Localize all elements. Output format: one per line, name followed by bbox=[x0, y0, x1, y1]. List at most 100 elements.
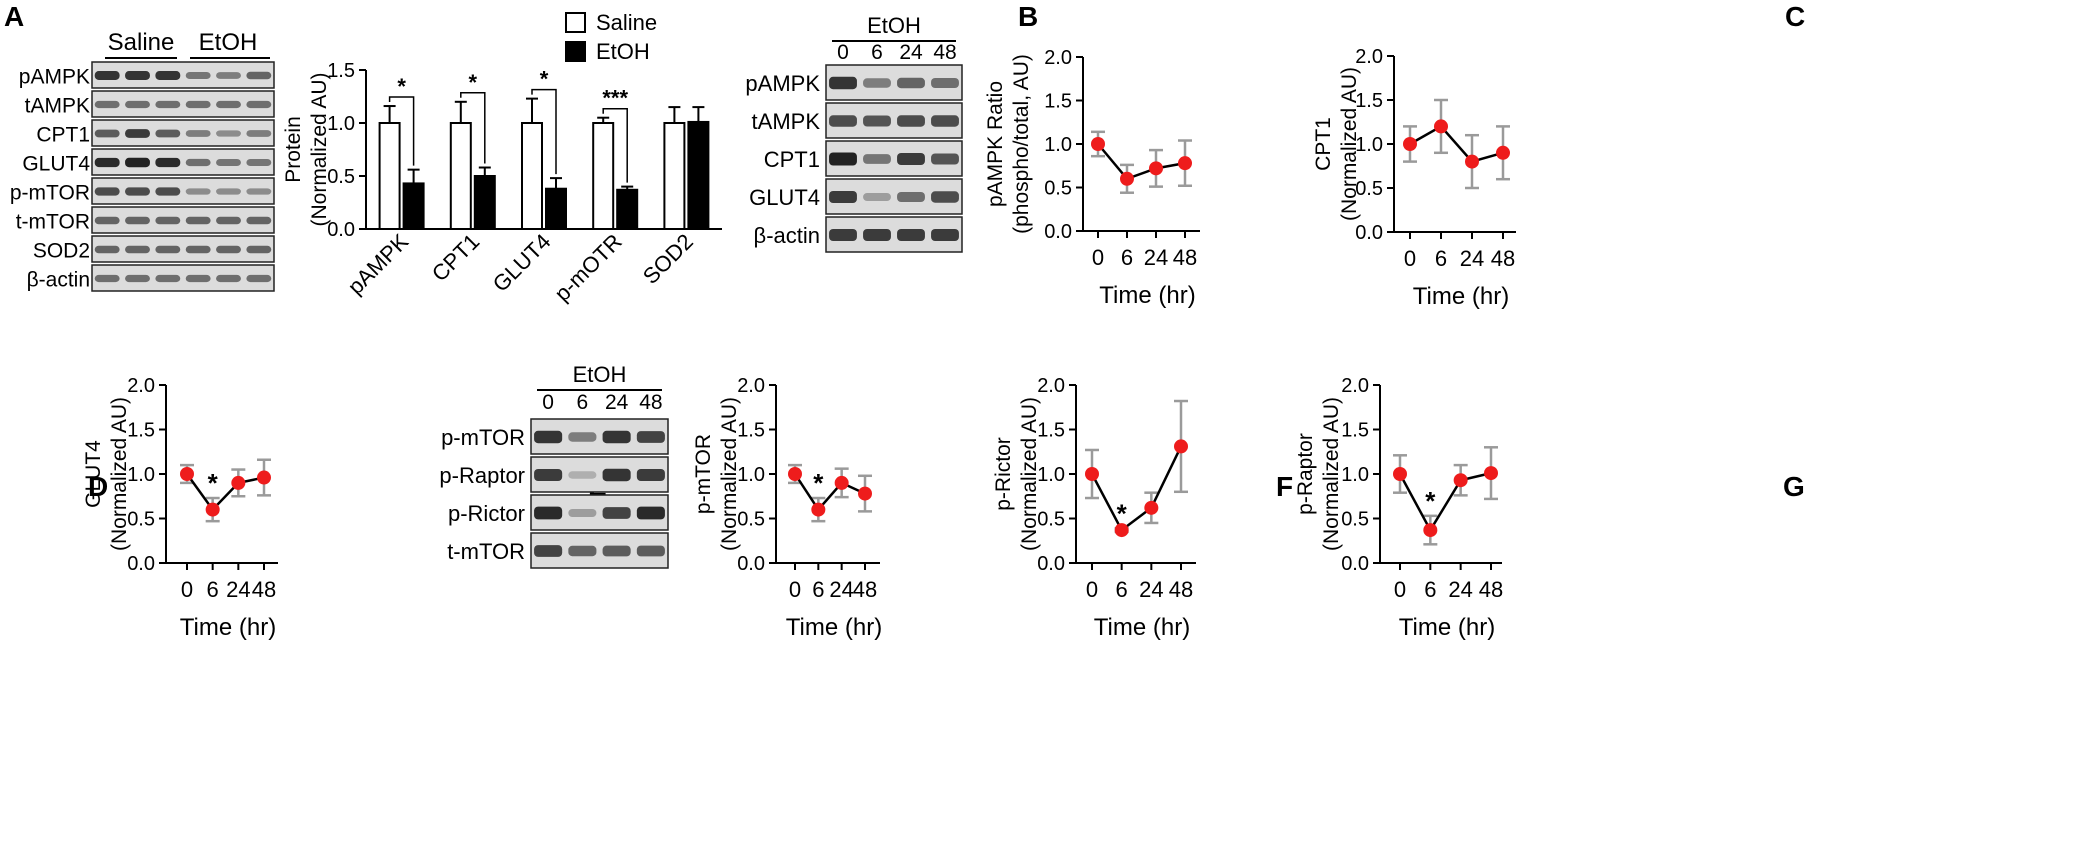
data-point bbox=[811, 502, 826, 517]
blot-band bbox=[636, 506, 665, 520]
data-point bbox=[1120, 171, 1134, 186]
y-axis-label: GLUT4 (Normalized AU) bbox=[82, 397, 131, 551]
western-blot-a: Saline EtOH pAMPK tAMPK CPT1 GLUT4 p-mTOR t-mTO… bbox=[10, 29, 275, 292]
blot-band bbox=[94, 216, 120, 225]
y-tick-label: 1.5 bbox=[1341, 420, 1369, 442]
blot-band bbox=[246, 158, 272, 167]
line-chart-f: 0.0 0.5 1.0 1.5 2.0 0 6 24 48 Time (hr) p-Rictor (N… bbox=[992, 375, 1196, 641]
significance-bracket bbox=[460, 92, 486, 164]
x-tick-label: 24 bbox=[1139, 577, 1163, 602]
blot-band bbox=[246, 71, 272, 80]
y-tick-label: 1.0 bbox=[1355, 134, 1383, 156]
y-tick-label: 0.5 bbox=[327, 166, 355, 188]
blot-band bbox=[125, 274, 150, 283]
blot-band bbox=[534, 430, 563, 444]
x-tick-label: 6 bbox=[812, 577, 824, 602]
line-chart-d: 0.0 0.5 1.0 1.5 2.0 0 6 24 48 Time (hr) GLUT4 (Norm… bbox=[82, 375, 278, 641]
y-tick-label: 2.0 bbox=[1341, 375, 1369, 397]
significance-marker: * bbox=[1117, 498, 1128, 528]
blot-row-label: p-Rictor bbox=[448, 501, 525, 526]
y-axis-label: p-Raptor (Normalized AU) bbox=[1294, 397, 1343, 551]
blot-row-label: SOD2 bbox=[33, 240, 90, 263]
y-tick-label: 0.0 bbox=[1355, 222, 1383, 244]
blot-band bbox=[931, 228, 959, 242]
data-point bbox=[1085, 467, 1099, 481]
y-axis-label-line: (Normalized AU) bbox=[1338, 67, 1361, 221]
blot-band bbox=[602, 468, 631, 482]
y-tick-label: 1.5 bbox=[127, 420, 155, 442]
data-point bbox=[1496, 145, 1510, 160]
blot-band bbox=[568, 471, 597, 479]
y-tick-label: 1.0 bbox=[1037, 464, 1065, 486]
x-tick-label: 48 bbox=[1169, 577, 1193, 602]
blot-lane-label: 24 bbox=[605, 391, 629, 414]
data-point bbox=[1403, 137, 1417, 151]
blot-band bbox=[602, 545, 631, 557]
blot-band bbox=[534, 545, 563, 557]
blot-band bbox=[94, 71, 120, 80]
data-point bbox=[231, 475, 246, 490]
bar-saline bbox=[592, 122, 615, 230]
y-axis-label-line: (Normalized AU) bbox=[108, 397, 131, 551]
x-tick-label: 48 bbox=[1479, 577, 1503, 602]
blot-row-label: p-mTOR bbox=[10, 182, 90, 205]
y-axis-label-line: (Normalized AU) bbox=[1320, 397, 1343, 551]
significance-marker: * bbox=[208, 468, 219, 498]
y-tick-label: 2.0 bbox=[1037, 375, 1065, 397]
y-tick-label: 1.5 bbox=[737, 420, 765, 442]
data-point bbox=[1434, 119, 1448, 134]
blot-band bbox=[246, 188, 272, 195]
x-axis-label: Time (hr) bbox=[1399, 614, 1495, 641]
blot-band bbox=[829, 152, 857, 166]
blot-strip bbox=[91, 148, 275, 176]
blot-band bbox=[185, 100, 211, 109]
blot-row-label: β-actin bbox=[27, 269, 90, 292]
data-point bbox=[788, 467, 802, 481]
x-axis-label: Time (hr) bbox=[1099, 282, 1195, 309]
western-blot-b: EtOH 0 6 24 48 pAMPK tAMPK CPT1 GLUT4 β-actin bbox=[745, 13, 963, 253]
x-tick-label: p-mOTR bbox=[549, 229, 626, 306]
blot-band bbox=[897, 191, 925, 203]
bar-etoh bbox=[687, 120, 710, 230]
y-tick-label: 2.0 bbox=[737, 375, 765, 397]
blot-band bbox=[931, 191, 959, 203]
blot-row-label: p-Raptor bbox=[439, 463, 525, 488]
blot-band bbox=[155, 216, 181, 225]
blot-band bbox=[931, 153, 959, 165]
blot-band bbox=[155, 100, 181, 109]
x-tick-label: 24 bbox=[1144, 245, 1168, 270]
blot-band bbox=[216, 245, 241, 254]
panel-letter-f: F bbox=[1276, 471, 1293, 502]
blot-band bbox=[897, 228, 925, 242]
western-blot-e: EtOH 0 6 24 48 p-mTOR p-Raptor p-Rictor t-mTOR bbox=[439, 362, 669, 569]
blot-band bbox=[568, 545, 597, 557]
blot-band bbox=[94, 129, 120, 138]
data-point bbox=[1178, 156, 1192, 171]
x-axis-label: Time (hr) bbox=[180, 614, 276, 641]
x-tick-label: SOD2 bbox=[638, 229, 698, 289]
y-tick-label: 1.0 bbox=[1044, 134, 1072, 156]
y-tick-label: 2.0 bbox=[1044, 47, 1072, 69]
blot-band bbox=[185, 158, 211, 167]
y-axis-label: pAMPK Ratio (phospho/total, AU) bbox=[984, 54, 1033, 234]
blot-band bbox=[125, 216, 150, 225]
blot-strip bbox=[91, 264, 275, 292]
blot-lane-label: 6 bbox=[871, 41, 883, 64]
blot-band bbox=[602, 507, 631, 519]
y-tick-label: 0.0 bbox=[327, 219, 355, 241]
bar-etoh bbox=[402, 182, 425, 230]
blot-row-label: t-mTOR bbox=[16, 211, 90, 234]
y-axis-label: Protein (Normalized AU) bbox=[282, 72, 331, 226]
blot-band bbox=[829, 76, 857, 90]
x-tick-label: 0 bbox=[789, 577, 801, 602]
data-point bbox=[1484, 466, 1498, 481]
data-point bbox=[180, 467, 194, 481]
blot-band bbox=[863, 154, 891, 164]
blot-band bbox=[185, 274, 211, 283]
blot-row-label: β-actin bbox=[754, 223, 820, 248]
y-axis-label: p-mTOR (Normalized AU) bbox=[692, 397, 741, 551]
blot-band bbox=[636, 468, 665, 482]
blot-row-label: tAMPK bbox=[752, 109, 821, 134]
